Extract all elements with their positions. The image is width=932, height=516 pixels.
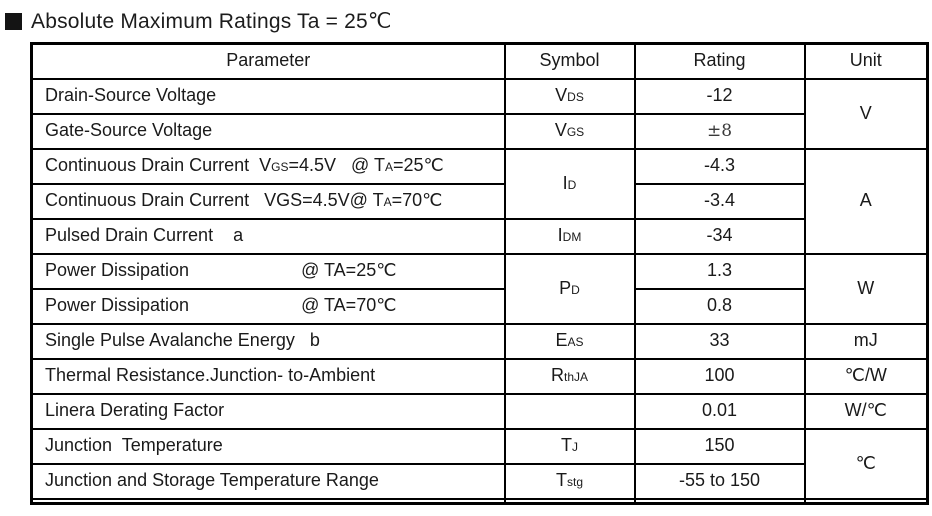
col-header-parameter: Parameter (30, 42, 506, 80)
section-title-row: Absolute Maximum Ratings Ta = 25℃ (5, 9, 932, 33)
rating-cell: 150 (633, 427, 806, 465)
unit-cell: W (803, 252, 929, 325)
rating-cell: 33 (633, 322, 806, 360)
table-row: Junction Temperature TJ 150 ℃ (30, 427, 929, 500)
unit-cell: ℃ (803, 427, 929, 500)
symbol-cell (503, 392, 636, 430)
param-cell: Junction Temperature (30, 427, 506, 465)
param-cell (30, 497, 506, 504)
table-row: Pulsed Drain Current a IDM -34 (30, 217, 928, 255)
rating-cell: 0.01 (633, 392, 806, 430)
table-row: Continuous Drain Current VGS=4.5V @ TA=2… (30, 147, 929, 255)
rating-cell: -12 (633, 77, 806, 115)
unit-cell: W/℃ (803, 392, 929, 430)
symbol-cell: PD (503, 252, 636, 325)
rating-cell: -55 to 150 (633, 462, 806, 500)
param-cell: Thermal Resistance.Junction- to-Ambient (30, 357, 506, 395)
symbol-cell: ID (503, 147, 636, 220)
table-row: Junction and Storage Temperature Range T… (30, 462, 928, 500)
col-header-unit: Unit (803, 42, 929, 80)
rating-cell: -3.4 (633, 182, 806, 220)
rating-cell: -4.3 (633, 147, 806, 185)
table-row: Single Pulse Avalanche Energy b EAS 33 m… (30, 322, 929, 360)
black-square-icon (5, 12, 22, 30)
param-cell: Single Pulse Avalanche Energy b (30, 322, 506, 360)
rating-cell: -34 (633, 217, 806, 255)
param-cell: Pulsed Drain Current a (30, 217, 506, 255)
unit-cell: V (803, 77, 929, 150)
clipped-next-row (30, 497, 929, 504)
header-row: Parameter Symbol Rating Unit (30, 42, 929, 80)
table-row: Continuous Drain Current VGS=4.5V@ TA=70… (30, 182, 928, 220)
param-cell: Drain-Source Voltage (30, 77, 506, 115)
unit-cell (803, 497, 929, 504)
unit-cell: A (803, 147, 929, 255)
table-row: Linera Derating Factor 0.01 W/℃ (30, 392, 929, 430)
param-cell: Power Dissipation @ TA=25℃ (30, 252, 506, 290)
symbol-cell (503, 497, 636, 504)
table-row: Drain-Source Voltage VDS -12 V (30, 77, 929, 150)
table-row: Power Dissipation @ TA=25℃ PD 1.3 W (30, 252, 929, 325)
symbol-cell: VDS (503, 77, 636, 115)
param-cell: Continuous Drain Current VGS=4.5V @ TA=2… (30, 147, 506, 185)
symbol-cell: VGS (503, 112, 636, 150)
param-cell: Junction and Storage Temperature Range (30, 462, 506, 500)
rating-cell: 1.3 (633, 252, 806, 290)
param-cell: Linera Derating Factor (30, 392, 506, 430)
symbol-cell: IDM (503, 217, 636, 255)
rating-cell: 100 (633, 357, 806, 395)
table-row: Power Dissipation @ TA=70℃ 0.8 (30, 287, 928, 325)
abs-max-ratings-table: Parameter Symbol Rating Unit Drain-Sourc… (30, 42, 929, 505)
unit-cell: mJ (803, 322, 929, 360)
col-header-symbol: Symbol (503, 42, 636, 80)
param-cell: Gate-Source Voltage (30, 112, 506, 150)
symbol-cell: EAS (503, 322, 636, 360)
table-row: Gate-Source Voltage VGS ±8 (30, 112, 928, 150)
col-header-rating: Rating (633, 42, 806, 80)
unit-cell: ℃/W (803, 357, 929, 395)
param-cell: Power Dissipation @ TA=70℃ (30, 287, 506, 325)
rating-cell: ±8 (633, 112, 806, 150)
rating-cell: 0.8 (633, 287, 806, 325)
page-title: Absolute Maximum Ratings Ta = 25℃ (31, 9, 392, 33)
param-cell: Continuous Drain Current VGS=4.5V@ TA=70… (30, 182, 506, 220)
table-row: Thermal Resistance.Junction- to-Ambient … (30, 357, 929, 395)
symbol-cell: TJ (503, 427, 636, 465)
symbol-cell: RthJA (503, 357, 636, 395)
rating-cell (633, 497, 806, 504)
symbol-cell: Tstg (503, 462, 636, 500)
